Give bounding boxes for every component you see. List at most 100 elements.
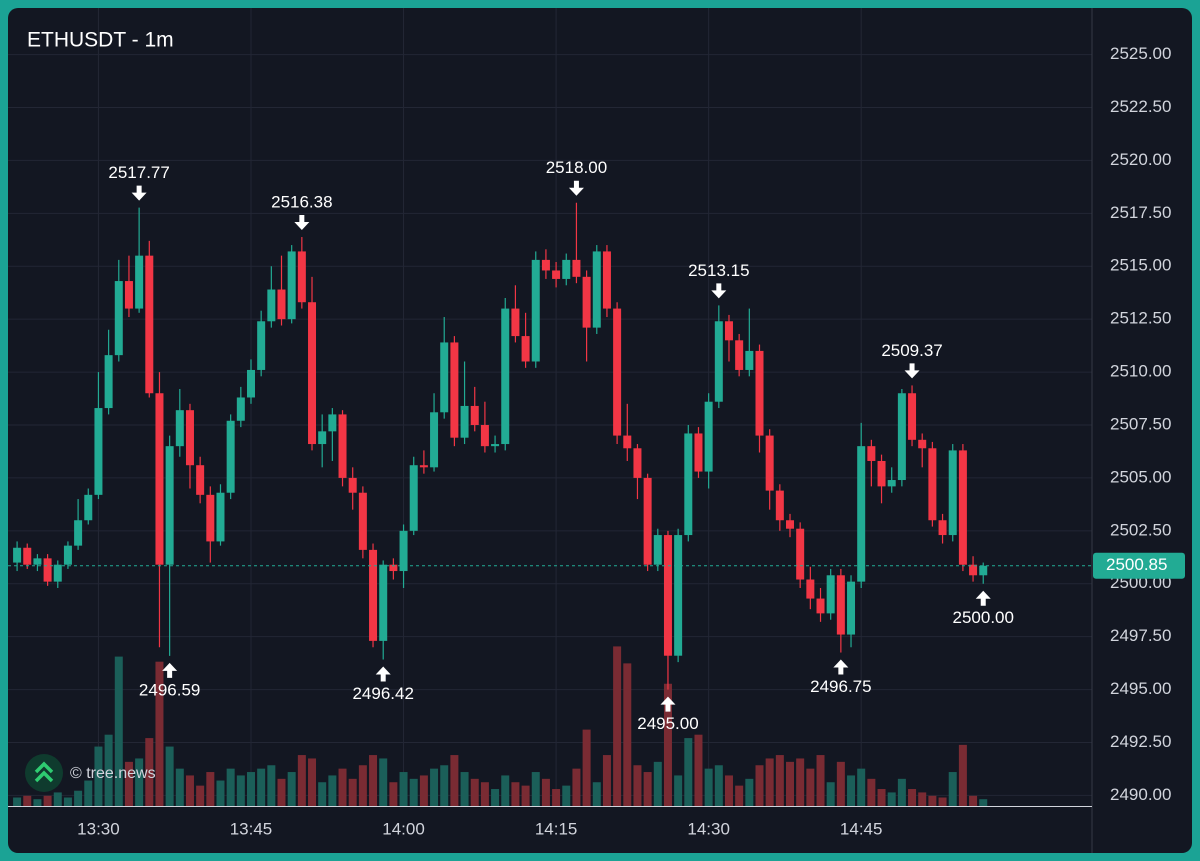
y-tick-label: 2512.50 [1110,309,1171,328]
candle-body [369,549,378,641]
volume-bar [287,772,296,806]
candle-body [969,564,978,576]
candle-body [816,598,825,614]
volume-bar [399,772,408,806]
volume-bar [592,782,601,806]
volume-bar [94,746,103,806]
candle-body [165,446,174,565]
candle-body [562,259,571,279]
low-arrow [833,659,849,675]
volume-bar [297,755,306,806]
candle-body [94,408,103,495]
candle-body [287,251,296,320]
candle-body [501,308,510,445]
logo-chevrons [34,761,54,783]
candle-body [318,431,327,445]
volume-bar [175,768,184,806]
candle-body [470,405,479,425]
y-tick-label: 2495.00 [1110,679,1171,698]
volume-bar [826,782,835,806]
volume-bar [979,799,988,806]
y-tick-label: 2507.50 [1110,414,1171,433]
candle-body [704,401,713,472]
volume-bar [816,755,825,806]
volume-bar [897,778,906,806]
volume-bar [694,734,703,806]
candle-body [958,450,967,565]
candle-body [338,414,347,478]
candle-body [755,350,764,436]
chart-background [8,8,1192,853]
candle-body [613,308,622,436]
candle-body [297,251,306,303]
y-tick-label: 2510.00 [1110,362,1171,381]
volume-bar [135,758,144,806]
volume-bar [938,797,947,806]
volume-bar [460,772,469,806]
candle-body [582,276,591,328]
volume-bar [308,758,317,806]
candle-body [328,414,337,432]
volume-bar [348,778,357,806]
volume-bar [511,782,520,806]
candle-body [735,340,744,370]
candle-layer [13,202,988,690]
volume-bar [84,780,93,806]
candle-body [653,535,662,565]
volume-layer [13,646,988,806]
candle-body [867,446,876,461]
candle-body [928,448,937,521]
volume-bar [226,768,235,806]
volume-bar [33,799,42,806]
volume-bar [521,785,530,806]
candle-body [135,255,144,309]
candle-body [63,545,72,565]
volume-bar [216,780,225,806]
volume-bar [745,778,754,806]
volume-bar [735,785,744,806]
candle-body [23,547,32,565]
volume-bar [836,761,845,806]
last-price-box [1093,552,1185,579]
volume-bar [246,772,255,806]
volume-bar [53,792,62,806]
candle-body [124,281,133,309]
volume-bar [623,663,632,806]
volume-bar [196,785,205,806]
candle-body [979,565,988,576]
candle-body [277,289,286,320]
candle-body [674,535,683,656]
candle-body [857,446,866,582]
candle-body [684,433,693,536]
low-label: 2496.75 [810,677,871,696]
volume-bar [358,765,367,806]
candle-body [348,477,357,493]
y-tick-label: 2525.00 [1110,44,1171,63]
candle-body [450,342,459,438]
high-arrow [904,363,920,379]
candle-body [246,369,255,398]
y-tick-label: 2490.00 [1110,785,1171,804]
candle-body [623,435,632,449]
volume-bar [114,656,123,806]
volume-bar [236,775,245,806]
candle-body [13,547,22,563]
y-tick-label: 2497.50 [1110,626,1171,645]
volume-bar [887,792,896,806]
volume-bar [562,785,571,806]
candle-body [826,575,835,614]
candle-body [409,465,418,531]
candle-body [643,477,652,565]
volume-bar [267,765,276,806]
candle-body [104,355,113,409]
volume-bar [775,755,784,806]
volume-bar [714,765,723,806]
volume-bar [531,772,540,806]
volume-bar [480,782,489,806]
volume-bar [958,744,967,806]
candle-body [694,433,703,472]
last-price-label: 2500.85 [1106,555,1167,574]
x-tick-label: 14:30 [687,819,730,838]
